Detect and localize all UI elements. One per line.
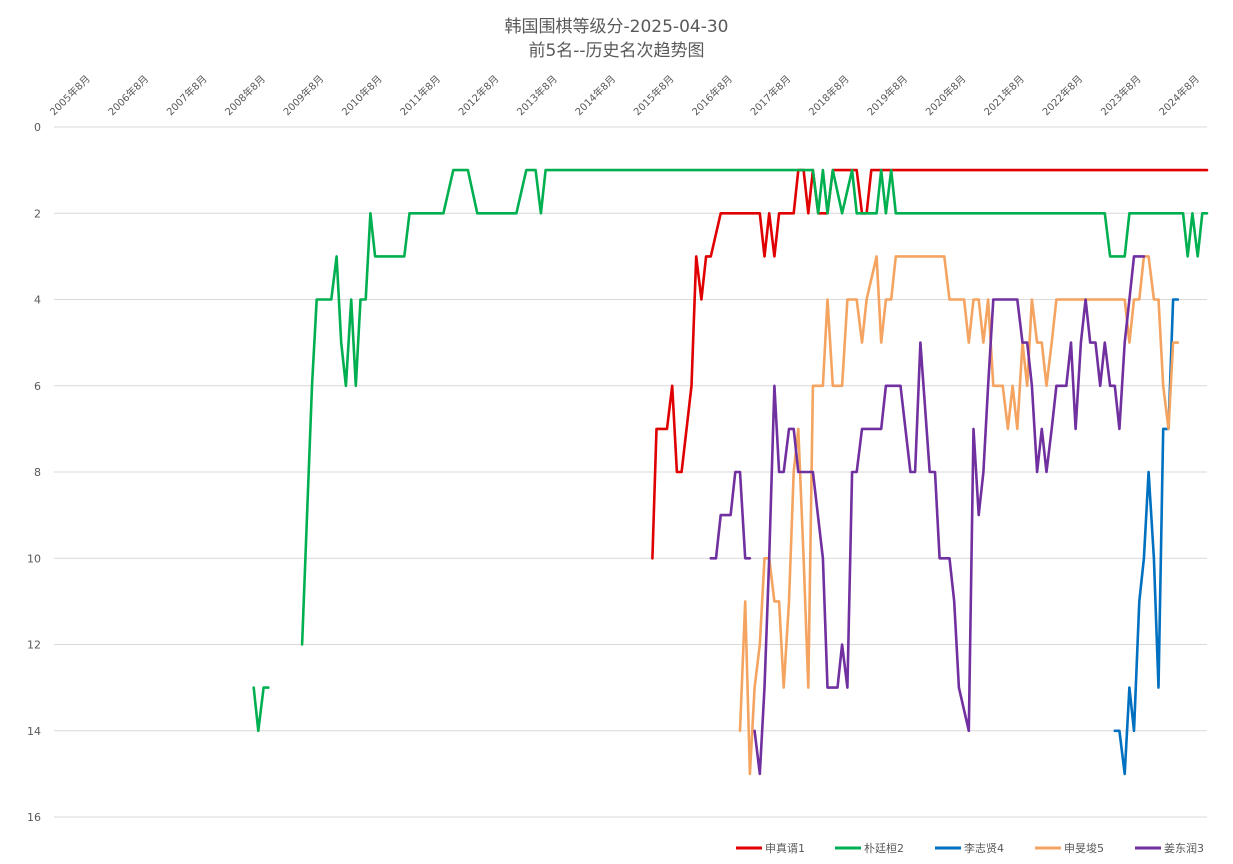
y-tick-label: 2 [34, 207, 41, 220]
x-tick-label: 2017年8月 [747, 72, 793, 118]
legend-label: 朴廷桓2 [864, 841, 904, 855]
legend-label: 李志贤4 [964, 841, 1004, 855]
x-tick-label: 2021年8月 [981, 72, 1027, 118]
x-tick-label: 2024年8月 [1156, 72, 1202, 118]
y-tick-label: 8 [34, 466, 41, 479]
x-tick-label: 2014年8月 [572, 72, 618, 118]
legend-label: 申真谞1 [765, 841, 805, 855]
x-tick-label: 2006年8月 [105, 72, 151, 118]
x-tick-label: 2010年8月 [339, 72, 385, 118]
y-tick-label: 4 [34, 294, 41, 307]
series-line-5 [709, 255, 1146, 776]
y-tick-label: 10 [27, 552, 41, 565]
chart-subtitle: 前5名--历史名次趋势图 [528, 41, 705, 61]
y-tick-label: 6 [34, 380, 41, 393]
x-tick-label: 2023年8月 [1098, 72, 1144, 118]
series-line-1 [651, 168, 1209, 560]
x-tick-labels: 2005年8月 2006年8月 2007年8月 2008年8月 2009年8月 2010年… [47, 72, 1202, 118]
x-tick-label: 2016年8月 [689, 72, 735, 118]
x-tick-label: 2008年8月 [222, 72, 268, 118]
y-tick-label: 16 [27, 811, 41, 824]
legend: 申真谞1 朴廷桓2 李志贤4 申旻埈5 姜东润3 [736, 841, 1204, 855]
x-tick-label: 2020年8月 [923, 72, 969, 118]
y-tick-labels: 0 2 4 6 8 10 12 14 16 [27, 121, 41, 824]
y-tick-label: 0 [34, 121, 41, 134]
x-tick-label: 2022年8月 [1039, 72, 1085, 118]
x-tick-label: 2007年8月 [164, 72, 210, 118]
series-line-2 [252, 168, 1209, 733]
series-line-4 [738, 255, 1180, 776]
x-tick-label: 2011年8月 [397, 72, 443, 118]
x-tick-label: 2019年8月 [864, 72, 910, 118]
x-tick-label: 2009年8月 [280, 72, 326, 118]
legend-label: 申旻埈5 [1064, 841, 1104, 855]
series-lines [252, 168, 1209, 776]
x-tick-label: 2018年8月 [806, 72, 852, 118]
y-tick-label: 12 [27, 639, 41, 652]
chart-title: 韩国围棋等级分-2025-04-30 [504, 17, 729, 37]
x-tick-label: 2005年8月 [47, 72, 93, 118]
legend-label: 姜东润3 [1164, 841, 1204, 855]
x-tick-label: 2012年8月 [456, 72, 502, 118]
x-tick-label: 2015年8月 [631, 72, 677, 118]
y-tick-label: 14 [27, 725, 41, 738]
grid-layer [54, 126, 1207, 818]
x-tick-label: 2013年8月 [514, 72, 560, 118]
